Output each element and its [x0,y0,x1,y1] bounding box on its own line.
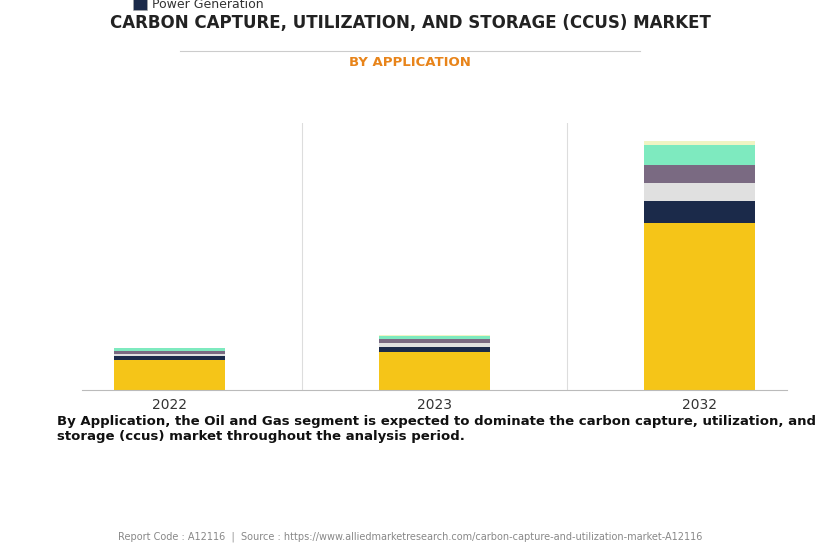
Bar [643,183,754,202]
Bar [378,336,490,339]
Bar [114,349,225,351]
Bar [378,347,490,353]
Legend: Oil and Gas, Power Generation, Iron and Steel, Chemical and Petrochemical, Cemen: Oil and Gas, Power Generation, Iron and … [129,0,740,17]
Bar [378,343,490,347]
Bar [643,165,754,183]
Bar [643,145,754,165]
Bar [114,351,225,354]
Text: Report Code : A12116  |  Source : https://www.alliedmarketresearch.com/carbon-ca: Report Code : A12116 | Source : https://… [118,532,701,543]
Bar [643,202,754,223]
Bar [114,354,225,356]
Bar [378,339,490,343]
Text: CARBON CAPTURE, UTILIZATION, AND STORAGE (CCUS) MARKET: CARBON CAPTURE, UTILIZATION, AND STORAGE… [110,14,709,32]
Bar [114,348,225,349]
Text: BY APPLICATION: BY APPLICATION [349,56,470,69]
Bar [643,140,754,145]
Bar [378,353,490,390]
Bar [114,360,225,390]
Bar [114,356,225,360]
Text: By Application, the Oil and Gas segment is expected to dominate the carbon captu: By Application, the Oil and Gas segment … [57,415,816,443]
Bar [378,335,490,336]
Bar [643,223,754,390]
